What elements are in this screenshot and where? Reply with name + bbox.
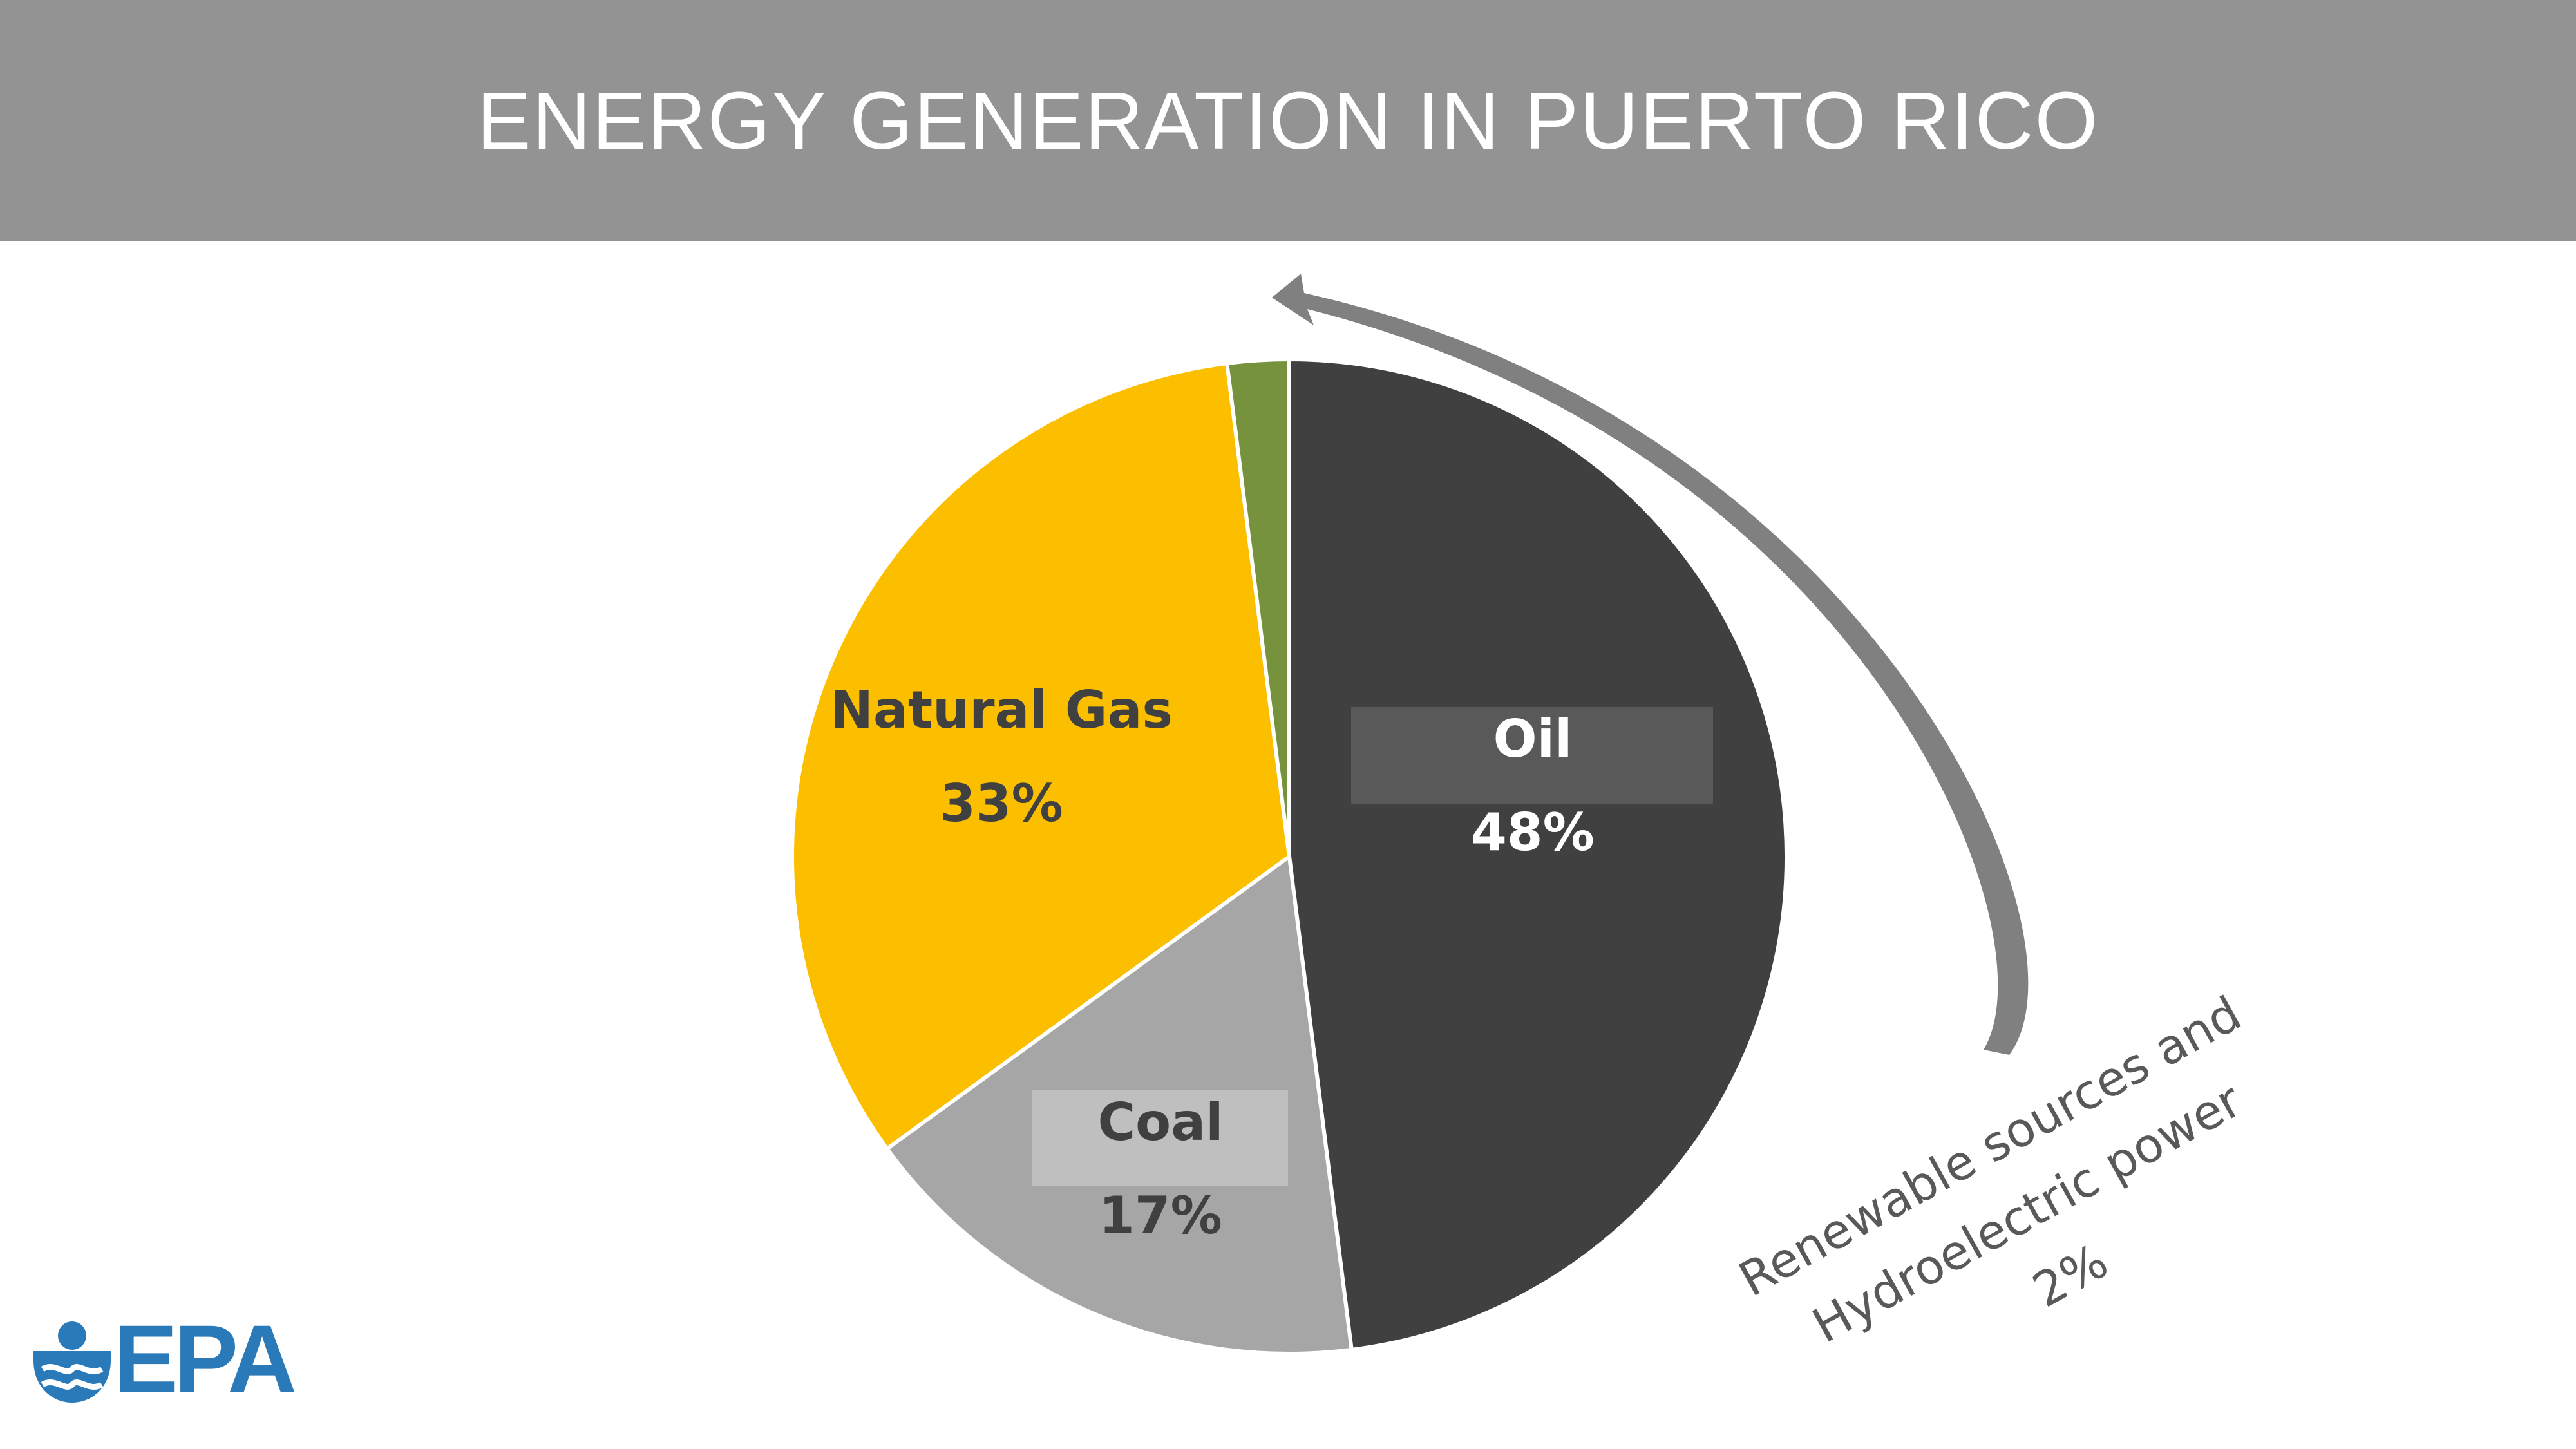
annotation-line-3: 2% [2024, 1233, 2117, 1318]
header-bar: ENERGY GENERATION IN PUERTO RICO [0, 0, 2576, 241]
epa-flower-icon [33, 1321, 111, 1403]
annotation-arrow [1272, 274, 2029, 1055]
page-title: ENERGY GENERATION IN PUERTO RICO [477, 75, 2099, 166]
slice-label-box-coal [1032, 1090, 1288, 1186]
slice-value-coal: 17% [1099, 1186, 1222, 1245]
slice-label-box-oil [1351, 707, 1713, 804]
slice-value-natural-gas: 33% [940, 773, 1063, 833]
slice-label-oil: Oil [1493, 709, 1573, 769]
epa-logo: EPA [33, 1311, 297, 1407]
pie-slice-oil [1287, 357, 1788, 1352]
epa-logo-text: EPA [113, 1305, 297, 1413]
pie-slice-natural [790, 361, 1292, 1151]
annotation-arrow-body [1272, 274, 2029, 1055]
slice-label-natural-gas: Natural Gas [830, 680, 1173, 740]
slice-value-oil: 48% [1471, 802, 1594, 862]
annotation-text: Renewable sources and Hydroelectric powe… [1730, 978, 2337, 1441]
pie-slice-renewable [1224, 357, 1291, 857]
slice-label-coal: Coal [1097, 1092, 1223, 1152]
